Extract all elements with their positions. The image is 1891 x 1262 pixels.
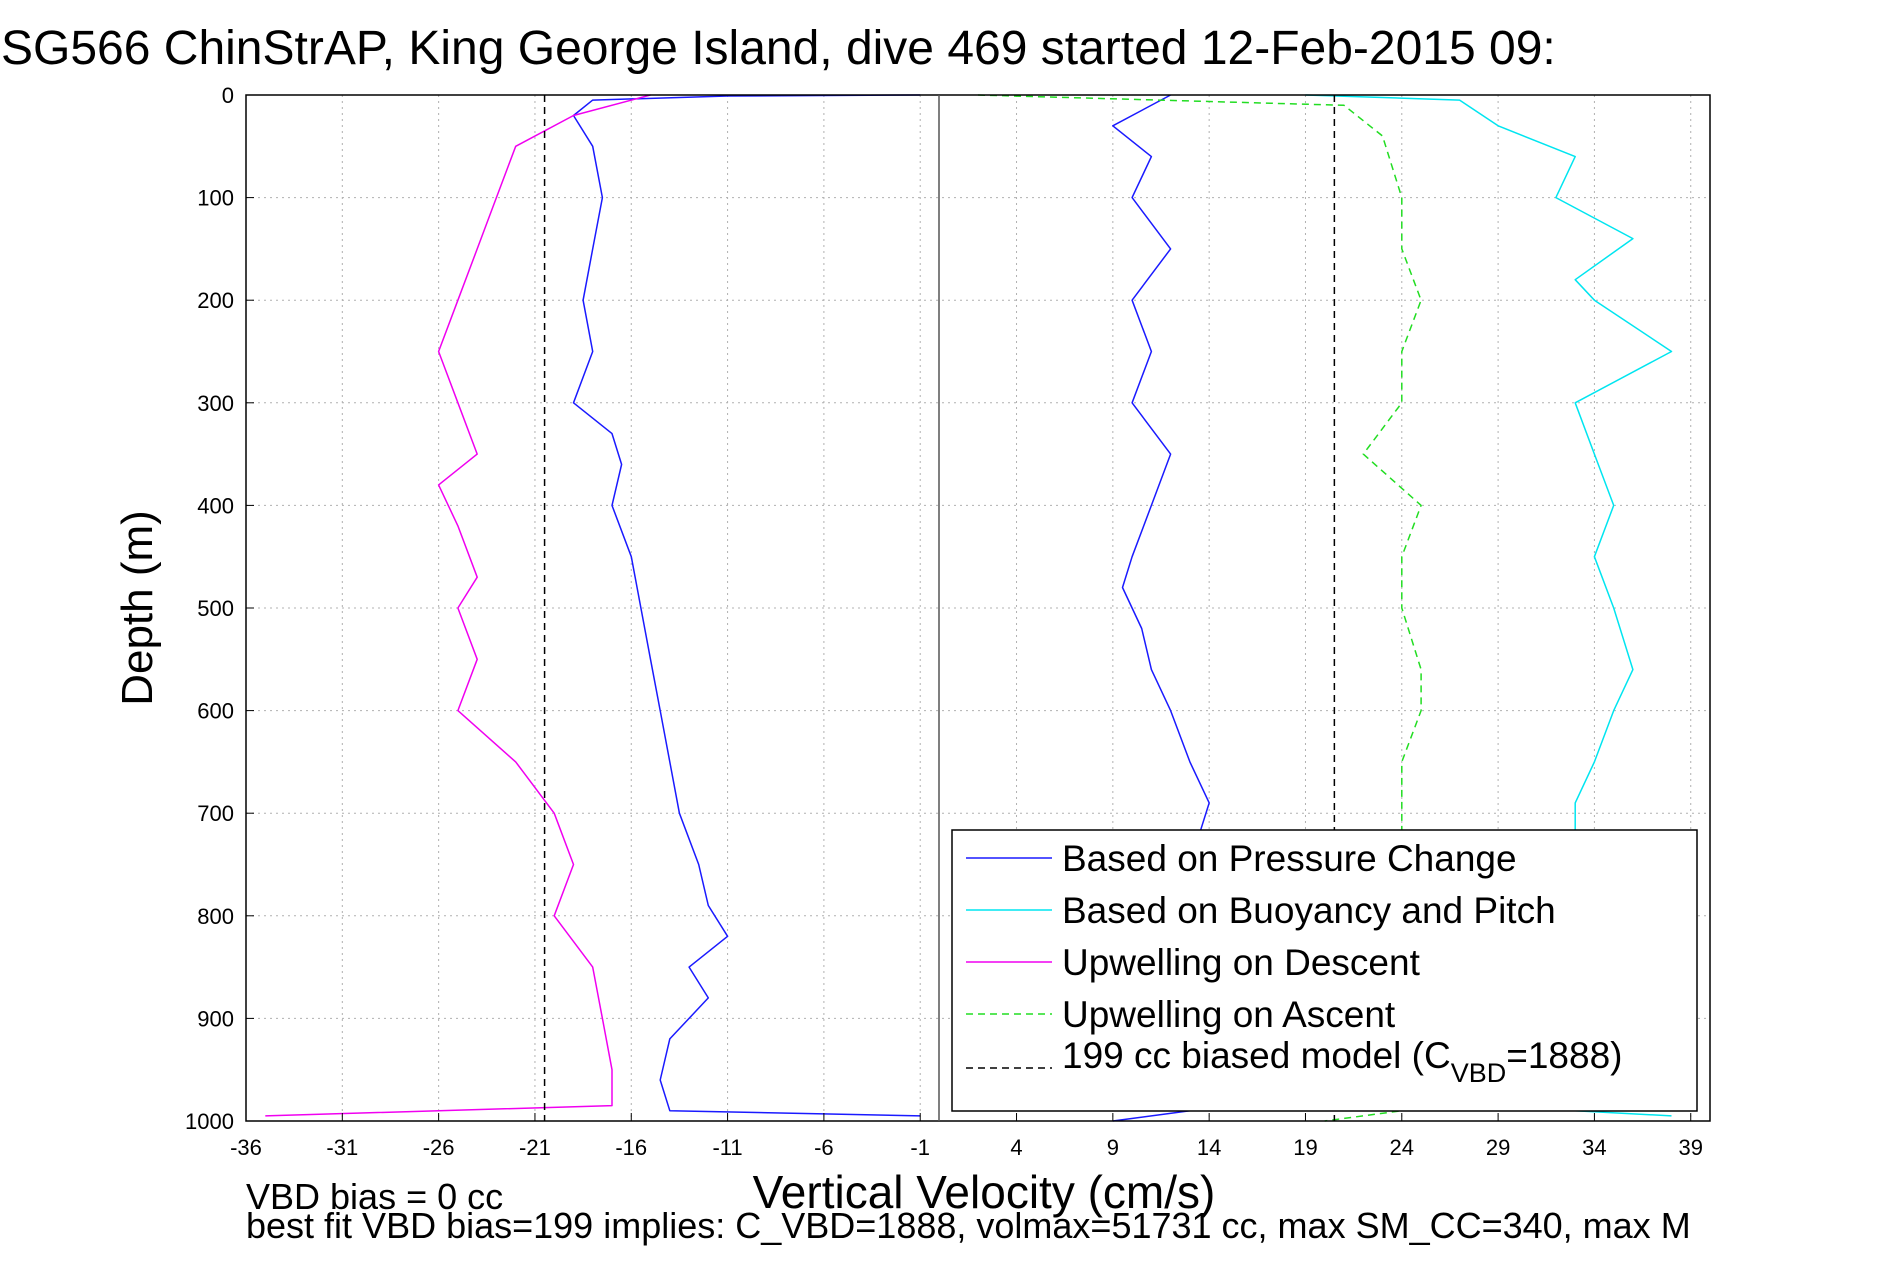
x-tick-label: 19 <box>1293 1135 1317 1160</box>
x-tick-label: -36 <box>230 1135 262 1160</box>
y-tick-label: 0 <box>222 83 234 108</box>
x-tick-label: 9 <box>1107 1135 1119 1160</box>
y-tick-label: 500 <box>197 596 234 621</box>
legend-label-biased-model-main: 199 cc biased model (C <box>1062 1035 1451 1076</box>
legend-label-buoyancy: Based on Buoyancy and Pitch <box>1062 890 1556 931</box>
x-tick-label: 34 <box>1582 1135 1606 1160</box>
x-tick-label: 24 <box>1390 1135 1414 1160</box>
series-line-upwelling-on-descent-descent <box>265 94 651 1117</box>
y-tick-label: 700 <box>197 801 234 826</box>
chart-title: SG566 ChinStrAP, King George Island, div… <box>1 22 1556 75</box>
x-tick-label: -16 <box>615 1135 647 1160</box>
x-tick-label: -1 <box>910 1135 930 1160</box>
legend-label-biased-model: 199 cc biased model (CVBD=1888) <box>1062 1035 1622 1088</box>
x-tick-label: -31 <box>326 1135 358 1160</box>
x-axis-label: Vertical Velocity (cm/s) <box>753 1166 1216 1218</box>
legend-label-pressure: Based on Pressure Change <box>1062 838 1517 879</box>
y-tick-label: 600 <box>197 699 234 724</box>
series-line-based-on-pressure-change-descent <box>572 94 921 1117</box>
legend-label-biased-model-tail: =1888) <box>1506 1035 1622 1076</box>
y-axis-label: Depth (m) <box>113 510 162 706</box>
x-tick-label: -21 <box>519 1135 551 1160</box>
x-tick-label: -11 <box>712 1135 742 1160</box>
axis-ticks: -36 -31 -26 -21 -16 -11 -6 -1 4 9 14 19 24 29 34 39 0 100… <box>185 83 1703 1160</box>
y-tick-label: 400 <box>197 493 234 518</box>
legend-label-upwelling-ascent: Upwelling on Ascent <box>1062 994 1396 1035</box>
x-tick-label: 4 <box>1010 1135 1022 1160</box>
y-tick-label: 900 <box>197 1006 234 1031</box>
y-tick-label: 300 <box>197 391 234 416</box>
legend-label-biased-model-sub: VBD <box>1451 1058 1507 1088</box>
x-tick-label: -26 <box>423 1135 455 1160</box>
legend-box <box>951 829 1698 1112</box>
legend: Based on Pressure Change Based on Buoyan… <box>951 829 1698 1112</box>
x-tick-label: -6 <box>814 1135 834 1160</box>
y-tick-label: 200 <box>197 288 234 313</box>
legend-label-upwelling-descent: Upwelling on Descent <box>1062 942 1421 983</box>
series-line-based-on-buoyancy-and-pitch-ascent <box>1305 94 1673 1117</box>
x-tick-label: 29 <box>1486 1135 1510 1160</box>
series-line-based-on-pressure-change-ascent <box>1112 94 1210 1122</box>
best-fit-annotation: best fit VBD bias=199 implies: C_VBD=188… <box>246 1205 1691 1246</box>
y-tick-label: 100 <box>197 186 234 211</box>
y-tick-label: 1000 <box>185 1109 234 1134</box>
x-tick-label: 14 <box>1197 1135 1221 1160</box>
series-line-upwelling-on-ascent-ascent <box>977 94 1422 1122</box>
y-tick-label: 800 <box>197 904 234 929</box>
vbd-bias-annotation: VBD bias = 0 cc <box>246 1176 503 1217</box>
x-tick-label: 39 <box>1678 1135 1702 1160</box>
